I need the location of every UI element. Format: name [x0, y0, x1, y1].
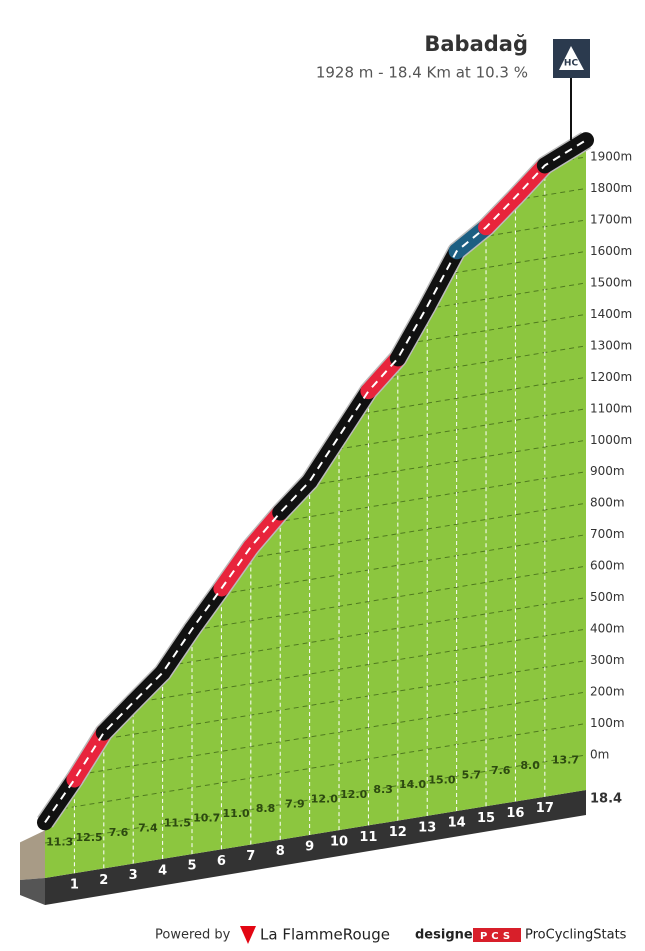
y-tick-label: 1900m [590, 150, 632, 164]
y-tick-label: 1800m [590, 181, 632, 195]
y-tick-label: 0m [590, 748, 609, 762]
y-tick-label: 1100m [590, 401, 632, 415]
gradient-label: 7.6 [491, 764, 511, 777]
grid-line [45, 691, 586, 781]
x-tick-label: 4 [158, 863, 167, 878]
y-tick-label: 100m [590, 716, 625, 730]
x-tick-label: 6 [217, 854, 226, 869]
grid-line [45, 754, 586, 844]
pcs-logo [473, 928, 521, 942]
x-tick-label: 1 [70, 878, 79, 893]
y-tick-label: 800m [590, 496, 625, 510]
x-tick-label: 11 [359, 830, 377, 845]
x-tick-label: 16 [506, 806, 524, 821]
x-tick-label: 2 [99, 873, 108, 888]
brand-name: La FlammeRouge [260, 926, 390, 944]
gradient-label: 14.0 [399, 778, 426, 791]
gradient-label: 8.3 [373, 783, 393, 796]
gradient-label: 15.0 [428, 773, 455, 786]
chart-title: Babadağ [424, 32, 528, 56]
x-tick-label: 3 [129, 868, 138, 883]
base-side [20, 878, 45, 905]
badge-mountain [559, 46, 584, 70]
brand-logo [240, 926, 256, 944]
x-tick-label: 9 [305, 839, 314, 854]
y-tick-label: 400m [590, 622, 625, 636]
y-tick-label: 900m [590, 464, 625, 478]
x-tick-label: 17 [536, 801, 554, 816]
site-name: ProCyclingStats [525, 928, 627, 943]
y-tick-label: 1600m [590, 244, 632, 258]
base-strip [45, 790, 586, 905]
y-tick-label: 700m [590, 527, 625, 541]
gradient-label: 5.7 [462, 769, 482, 782]
x-tick-label: 18.4 [590, 792, 622, 807]
y-tick-label: 500m [590, 590, 625, 604]
gradient-label: 11.0 [223, 807, 250, 820]
gradient-label: 7.9 [285, 797, 305, 810]
y-tick-label: 1700m [590, 212, 632, 226]
gradient-label: 12.0 [311, 793, 338, 806]
gradient-label: 8.0 [520, 759, 540, 772]
y-tick-label: 1500m [590, 275, 632, 289]
x-tick-label: 10 [330, 835, 348, 850]
powered-by: Powered by [155, 928, 231, 943]
badge-label: HC [564, 59, 579, 69]
road-centerline [44, 139, 587, 823]
y-tick-label: 1300m [590, 338, 632, 352]
gradient-label: 10.7 [193, 812, 220, 825]
gradient-label: 7.6 [109, 826, 129, 839]
x-tick-label: 12 [389, 825, 407, 840]
x-tick-label: 7 [246, 849, 255, 864]
y-tick-label: 1200m [590, 370, 632, 384]
chart-subtitle: 1928 m - 18.4 Km at 10.3 % [316, 64, 528, 82]
y-tick-label: 300m [590, 653, 625, 667]
x-tick-label: 5 [187, 859, 196, 874]
gradient-label: 13.7 [552, 753, 579, 766]
y-tick-label: 1000m [590, 433, 632, 447]
start-block [20, 830, 45, 880]
y-tick-label: 600m [590, 559, 625, 573]
x-tick-label: 15 [477, 811, 495, 826]
plot: 0m 100m 200m 300m 400m 500m 600m 700m 800m 900m 10… [20, 78, 632, 905]
pcs-letters: PCS [480, 931, 514, 942]
grid-line [45, 660, 586, 750]
grid-line [45, 723, 586, 813]
gradient-label: 11.3 [46, 836, 73, 849]
gradient-label: 12.0 [340, 788, 367, 801]
gradient-label: 7.4 [138, 821, 158, 834]
y-tick-label: 1400m [590, 307, 632, 321]
x-tick-label: 14 [448, 816, 466, 831]
x-tick-label: 8 [276, 844, 285, 859]
gradient-label: 12.5 [76, 831, 103, 844]
gradient-label: 11.5 [164, 816, 191, 829]
x-tick-label: 13 [418, 820, 436, 835]
gradient-label: 8.8 [256, 802, 276, 815]
y-tick-label: 200m [590, 685, 625, 699]
